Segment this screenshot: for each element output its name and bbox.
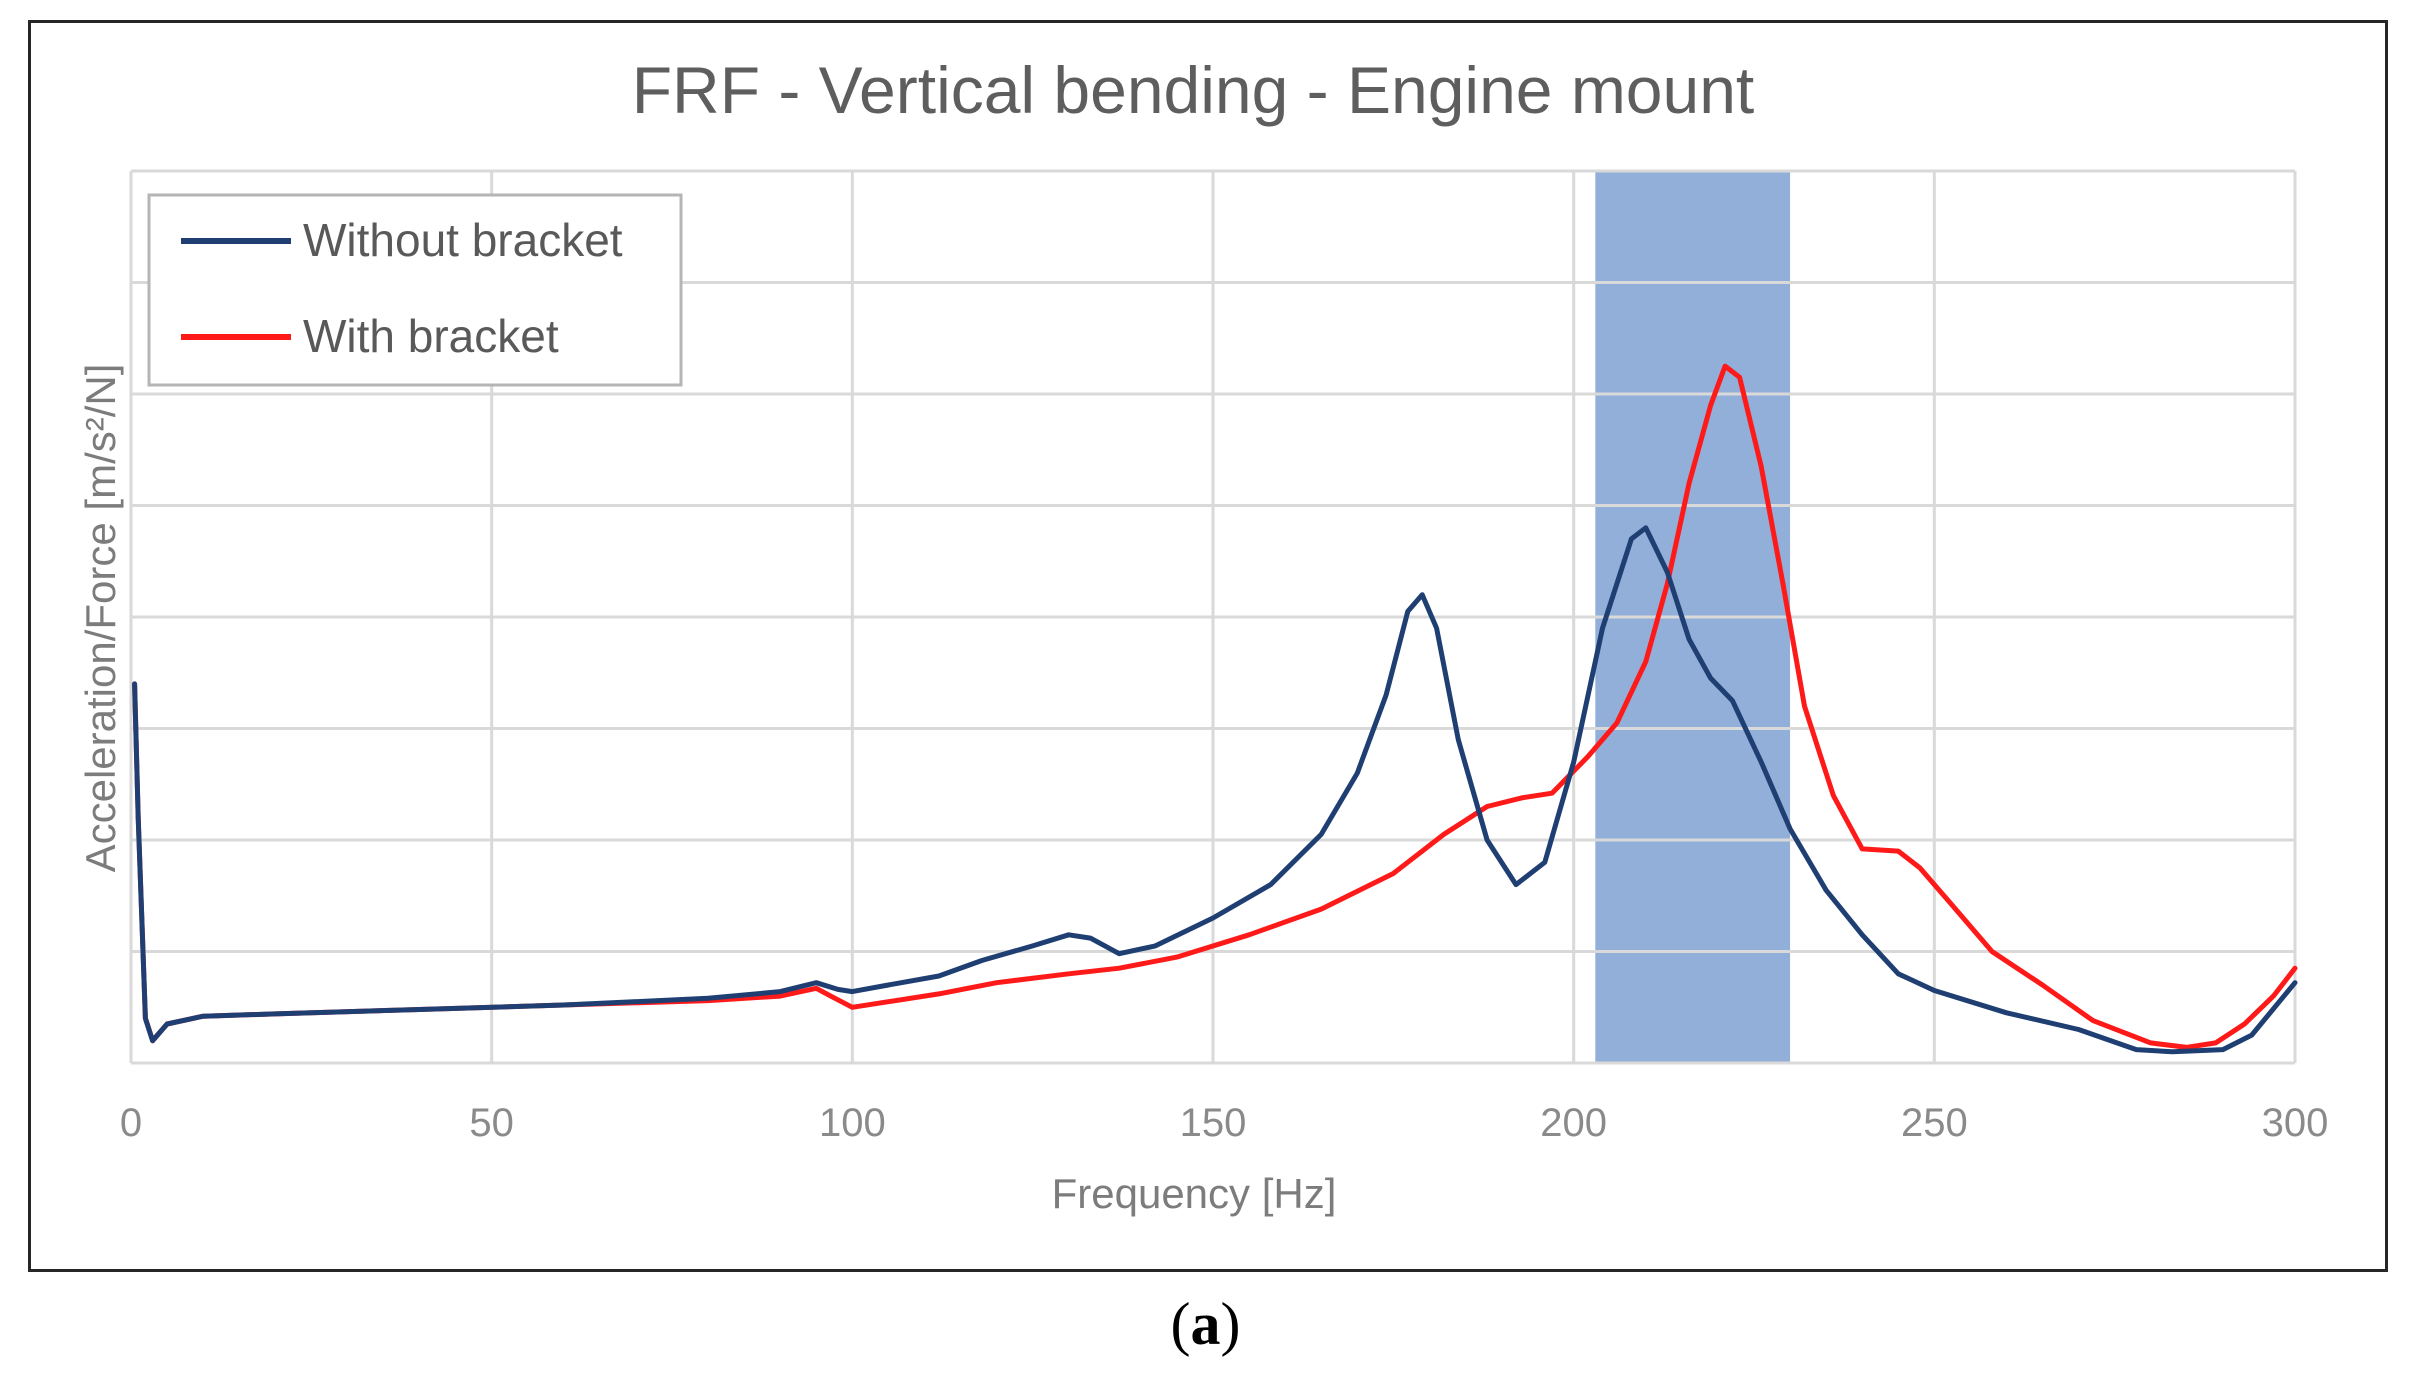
x-tick-label: 0: [120, 1101, 142, 1145]
caption-letter: a: [1190, 1291, 1221, 1357]
figure-caption: (a): [0, 1290, 2411, 1359]
x-tick-label: 250: [1901, 1101, 1968, 1145]
x-tick-label: 150: [1180, 1101, 1247, 1145]
x-axis-label: Frequency [Hz]: [1052, 1170, 1337, 1217]
chart-svg: FRF - Vertical bending - Engine mount 0 5…: [77, 53, 2329, 1217]
caption-close: ): [1220, 1291, 1241, 1357]
x-tick-label: 300: [2262, 1101, 2329, 1145]
caption-open: (: [1170, 1291, 1191, 1357]
chart-frame: FRF - Vertical bending - Engine mount 0 5…: [28, 20, 2388, 1272]
legend-label: With bracket: [303, 310, 559, 362]
series-line-without-bracket: [132, 525, 2298, 1055]
legend-box: [147, 193, 683, 387]
x-tick-label: 50: [469, 1101, 513, 1145]
chart-title: FRF - Vertical bending - Engine mount: [632, 53, 1755, 127]
series-line-with-bracket: [132, 363, 2298, 1050]
x-tick-label: 200: [1540, 1101, 1607, 1145]
x-tick-label: 100: [819, 1101, 886, 1145]
legend: Without bracket With bracket: [147, 193, 683, 387]
legend-label: Without bracket: [303, 214, 623, 266]
y-axis-label: Acceleration/Force [m/s²/N]: [77, 364, 124, 873]
